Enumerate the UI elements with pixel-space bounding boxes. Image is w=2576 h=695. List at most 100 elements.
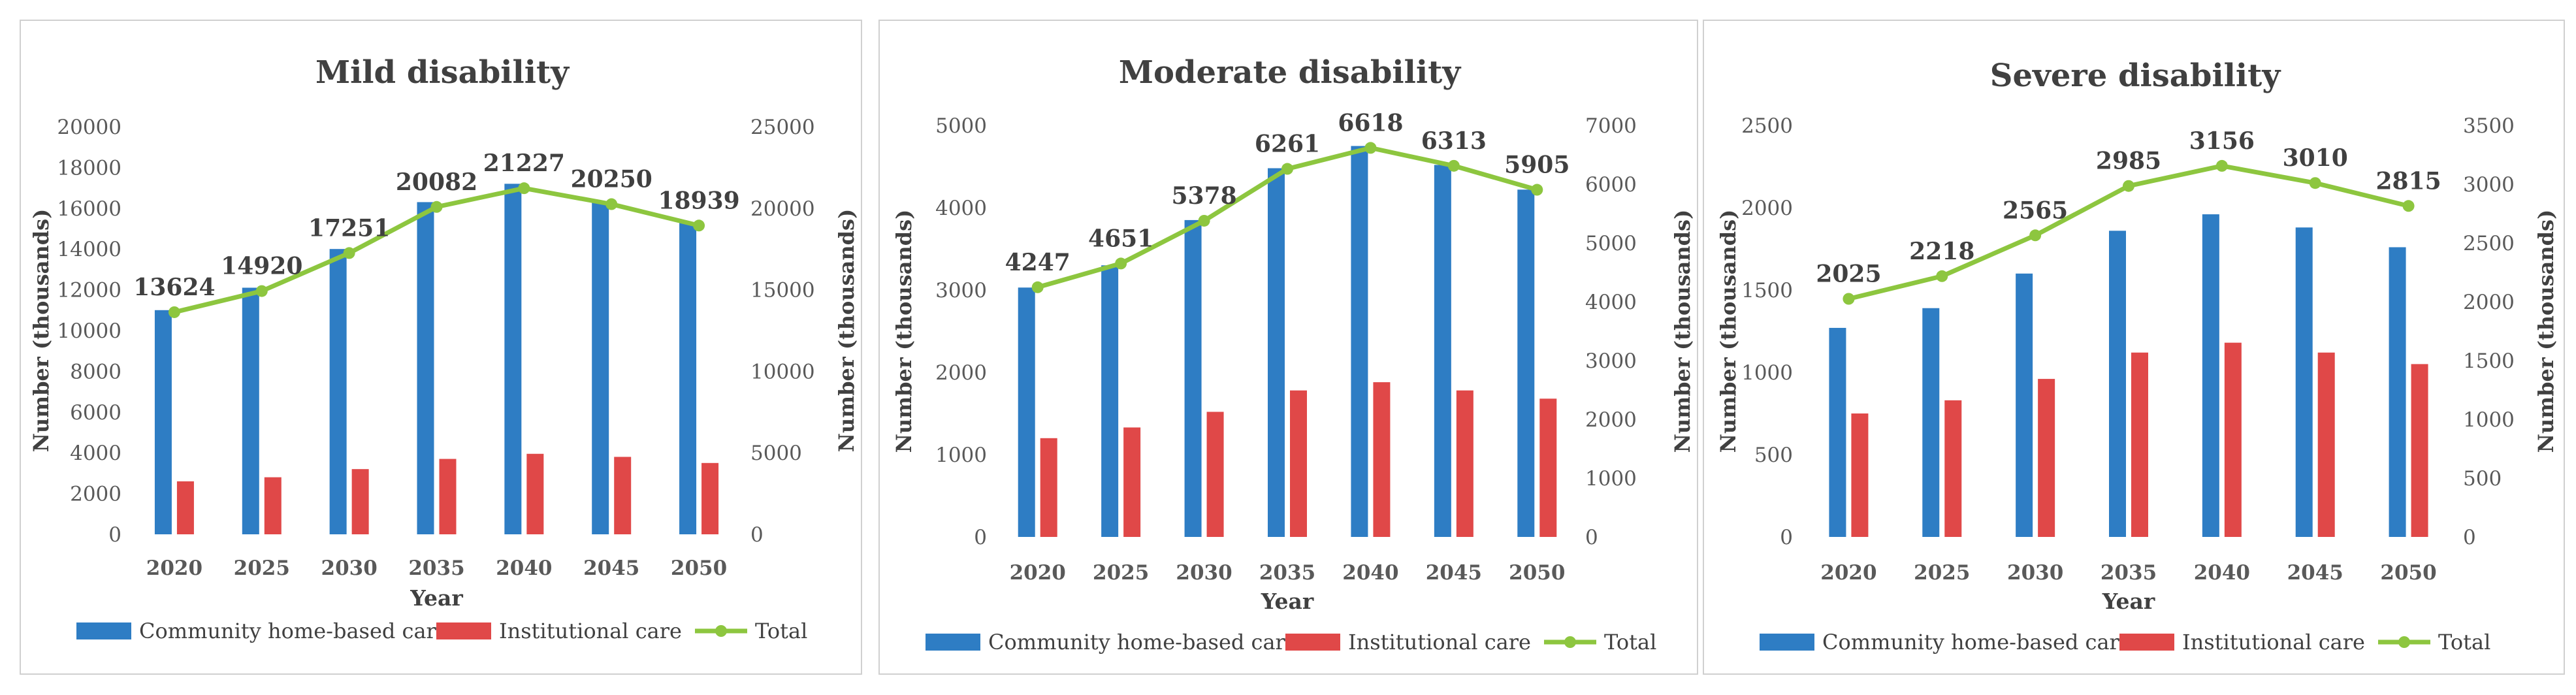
total-data-label: 14920 <box>221 253 302 280</box>
total-point-2050 <box>693 219 705 232</box>
y2-tick-label: 2000 <box>2463 291 2515 314</box>
y-tick-label: 2000 <box>70 483 121 506</box>
legend-marker-total <box>715 625 727 637</box>
y-axis-title: Number (thousands) <box>1716 210 1741 453</box>
y-tick-label: 1000 <box>1741 361 1793 385</box>
total-data-label: 13624 <box>133 274 215 301</box>
bar-institutional-2030 <box>2038 379 2055 537</box>
y-tick-label: 12000 <box>57 279 121 302</box>
y-axis-title: Number (thousands) <box>892 210 916 453</box>
y2-tick-label: 3000 <box>1585 349 1637 373</box>
bar-institutional-2050 <box>2411 364 2428 537</box>
total-data-label: 5378 <box>1171 182 1236 210</box>
total-point-2040 <box>1364 142 1377 154</box>
legend-swatch-community <box>76 622 131 639</box>
bar-community-2025 <box>242 287 259 534</box>
legend-label-total: Total <box>755 619 807 643</box>
total-point-2040 <box>518 182 530 195</box>
legend-label-community: Community home-based care <box>1822 630 2132 655</box>
y-tick-label: 0 <box>1780 526 1793 549</box>
y2-tick-label: 20000 <box>750 197 815 221</box>
y-tick-label: 4000 <box>70 442 121 465</box>
y2-tick-label: 25000 <box>750 116 815 139</box>
total-data-label: 4651 <box>1088 225 1153 252</box>
bar-community-2035 <box>417 202 434 534</box>
total-point-2045 <box>2309 177 2321 189</box>
chart-panel-severe: Severe disability 0 500 1000 1500 2000 2500 0 50… <box>1703 20 2565 675</box>
chart-moderate-svg: Moderate disability 0 1000 2000 3000 4000 5000… <box>892 54 1695 655</box>
legend-label-total: Total <box>1604 630 1656 655</box>
y-tick-label: 14000 <box>57 238 121 261</box>
total-point-2035 <box>1281 163 1293 175</box>
bar-community-2050 <box>1517 189 1535 537</box>
total-data-label: 3156 <box>2189 127 2255 155</box>
total-point-2045 <box>1447 159 1460 172</box>
bar-community-2040 <box>504 184 522 534</box>
y2-axis-title: Number (thousands) <box>2534 210 2558 453</box>
y2-tick-label: 5000 <box>750 442 802 465</box>
y2-tick-label: 0 <box>2463 526 2476 549</box>
x-tick-label: 2040 <box>1342 561 1398 585</box>
y2-tick-label: 5000 <box>1585 232 1637 255</box>
chart-title: Mild disability <box>315 54 570 91</box>
x-tick-label: 2025 <box>1914 561 1970 585</box>
bar-community-2050 <box>2389 247 2406 537</box>
total-data-label: 6618 <box>1338 109 1403 137</box>
chart-title: Moderate disability <box>1119 54 1462 91</box>
x-tick-label: 2025 <box>1093 561 1149 585</box>
y-axis-title: Number (thousands) <box>29 209 54 452</box>
y2-tick-label: 2500 <box>2463 232 2515 255</box>
bar-community-2020 <box>1018 287 1035 537</box>
bar-community-2025 <box>1101 265 1119 537</box>
y-tick-label: 10000 <box>57 319 121 343</box>
total-data-label: 2815 <box>2375 167 2441 195</box>
total-point-2025 <box>1115 257 1127 270</box>
bar-community-2030 <box>1184 219 1202 537</box>
chart-title: Severe disability <box>1990 57 2282 94</box>
total-data-label: 20082 <box>396 169 477 196</box>
bar-institutional-2020 <box>1040 438 1057 537</box>
y-tick-label: 20000 <box>57 116 121 139</box>
y2-tick-label: 1000 <box>2463 408 2515 432</box>
legend-label-institutional: Institutional care <box>1348 630 1531 655</box>
bar-institutional-2025 <box>1123 427 1141 537</box>
chart-panel-moderate: Moderate disability 0 1000 2000 3000 4000 5000… <box>878 20 1698 675</box>
bar-community-2045 <box>2295 227 2313 537</box>
total-data-label: 2025 <box>1816 261 1881 288</box>
total-point-2030 <box>343 247 355 259</box>
y-tick-label: 500 <box>1754 444 1793 467</box>
bar-institutional-2025 <box>1944 400 1962 537</box>
total-point-2050 <box>1531 184 1543 196</box>
x-tick-label: 2045 <box>583 557 639 580</box>
legend-marker-total <box>2398 636 2410 648</box>
y2-tick-label: 1500 <box>2463 349 2515 373</box>
y-tick-label: 16000 <box>57 197 121 221</box>
legend-label-community: Community home-based care <box>988 630 1298 655</box>
x-tick-label: 2030 <box>1176 561 1232 585</box>
y2-axis-title: Number (thousands) <box>834 209 859 452</box>
chart-panel-mild: Mild disability 0 2000 4000 6000 8000 10000 120… <box>20 20 862 675</box>
y-tick-label: 4000 <box>935 197 987 220</box>
x-tick-label: 2050 <box>1509 561 1565 585</box>
bar-institutional-2020 <box>176 481 194 534</box>
bar-community-2035 <box>1268 168 1285 537</box>
y-tick-label: 8000 <box>70 360 121 383</box>
y2-tick-label: 0 <box>1585 526 1598 549</box>
bar-community-2040 <box>2202 214 2219 537</box>
total-point-2025 <box>1936 270 1948 282</box>
y2-tick-label: 0 <box>750 523 764 547</box>
y-tick-label: 1000 <box>935 444 987 467</box>
y2-tick-label: 3500 <box>2463 114 2515 138</box>
legend-marker-total <box>1564 636 1576 648</box>
bar-institutional-2045 <box>1456 390 1473 537</box>
x-tick-label: 2045 <box>1426 561 1482 585</box>
total-data-label: 2565 <box>2003 197 2068 224</box>
legend: Community home-based care Institutional c… <box>926 630 1656 655</box>
x-tick-label: 2045 <box>2287 561 2343 585</box>
total-data-label: 21227 <box>483 150 565 177</box>
bar-institutional-2050 <box>701 462 719 534</box>
total-point-2030 <box>1198 214 1210 227</box>
x-axis-title: Year <box>1261 589 1314 614</box>
x-tick-label: 2040 <box>496 557 552 580</box>
total-data-label: 2218 <box>1909 238 1974 265</box>
